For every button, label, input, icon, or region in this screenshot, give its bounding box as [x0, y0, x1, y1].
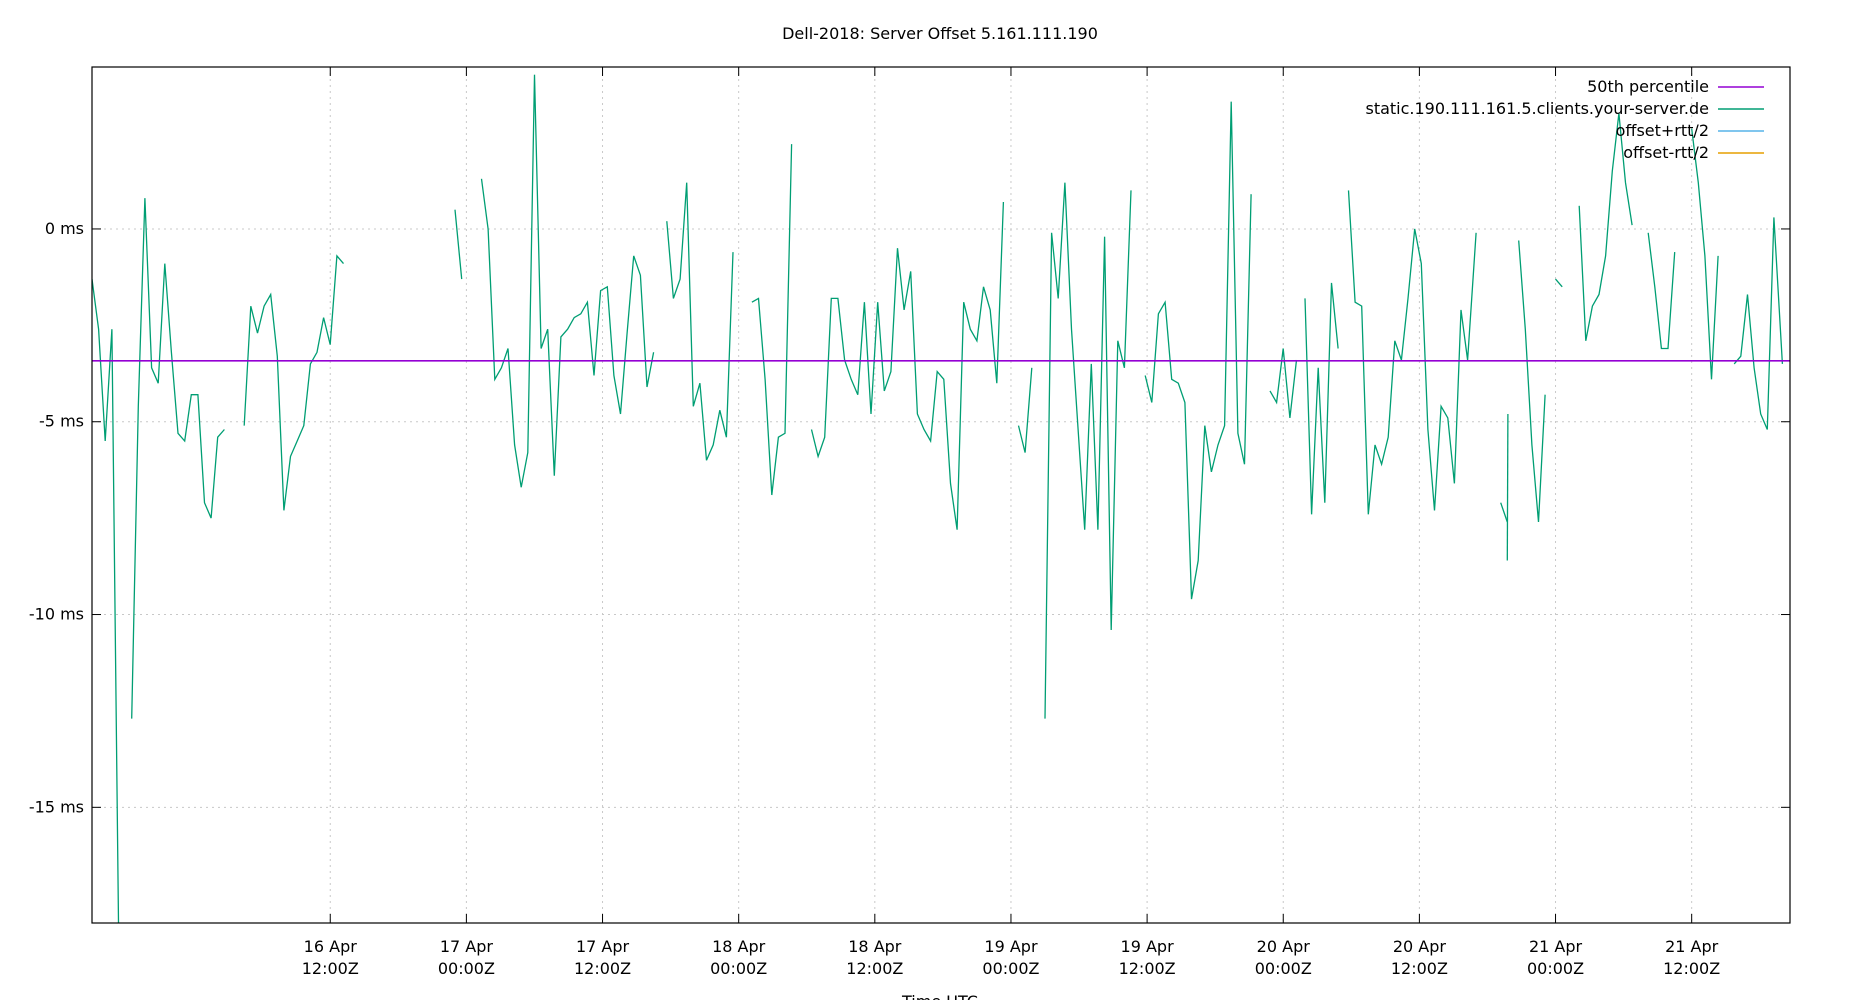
series-line [131, 198, 225, 719]
y-tick-label: -10 ms [29, 605, 84, 624]
legend-label: 50th percentile [1587, 77, 1709, 96]
series-line [92, 279, 120, 923]
x-axis-label: Time UTC [901, 992, 978, 1000]
x-axis: 16 Apr 12:00Z 17 Apr 00:00Z 17 Apr 12:00Z 18 A… [302, 67, 1720, 978]
series-line [243, 254, 344, 511]
series-line [1647, 232, 1676, 350]
plot-frame [91, 66, 1791, 924]
legend-label: offset+rtt/2 [1616, 121, 1709, 140]
series-line [1017, 367, 1033, 453]
x-tick-label-time: 12:00Z [302, 959, 359, 978]
x-tick-label-date: 17 Apr [440, 937, 494, 956]
series-line [1518, 240, 1546, 523]
x-tick-label-time: 12:00Z [1663, 959, 1720, 978]
x-tick-label-date: 20 Apr [1257, 937, 1311, 956]
y-axis: 0 ms -5 ms -10 ms -15 ms [29, 219, 1790, 816]
series-line [1347, 190, 1477, 515]
series-line [1144, 101, 1252, 600]
series-line [1555, 278, 1563, 288]
grid [92, 67, 1790, 923]
x-tick-label-time: 12:00Z [574, 959, 631, 978]
x-tick-label-date: 19 Apr [984, 937, 1038, 956]
x-tick-label-date: 21 Apr [1665, 937, 1719, 956]
x-tick-label-date: 16 Apr [304, 937, 358, 956]
x-tick-label-date: 21 Apr [1529, 937, 1583, 956]
y-tick-label: -15 ms [29, 797, 84, 816]
chart-title: Dell-2018: Server Offset 5.161.111.190 [782, 24, 1098, 43]
series-line [1578, 113, 1633, 341]
x-tick-label-date: 18 Apr [848, 937, 902, 956]
series-line [454, 209, 463, 280]
y-tick-label: -5 ms [39, 412, 84, 431]
x-tick-label-time: 12:00Z [846, 959, 903, 978]
legend: 50th percentile static.190.111.161.5.clie… [1365, 77, 1764, 162]
series-line [1500, 502, 1508, 523]
y-tick-label: 0 ms [45, 219, 84, 238]
series-line [666, 182, 734, 461]
x-tick-label-date: 19 Apr [1121, 937, 1175, 956]
legend-label: static.190.111.161.5.clients.your-server… [1365, 99, 1709, 118]
x-tick-label-date: 18 Apr [712, 937, 766, 956]
series-line [1691, 128, 1719, 380]
x-tick-label-time: 00:00Z [438, 959, 495, 978]
x-tick-label-time: 12:00Z [1391, 959, 1448, 978]
series-line [480, 74, 655, 488]
series-line [1506, 413, 1509, 561]
x-tick-label-time: 00:00Z [982, 959, 1039, 978]
x-tick-label-time: 00:00Z [1527, 959, 1584, 978]
series-line [751, 144, 793, 496]
series-line [1044, 182, 1132, 719]
legend-label: offset-rtt/2 [1623, 143, 1709, 162]
series-line [1304, 282, 1339, 515]
series-line [810, 201, 1005, 530]
x-tick-label-time: 00:00Z [1255, 959, 1312, 978]
x-tick-label-date: 17 Apr [576, 937, 630, 956]
plot-lines [92, 74, 1790, 923]
x-tick-label-date: 20 Apr [1393, 937, 1447, 956]
series-line [1733, 217, 1784, 430]
x-tick-label-time: 00:00Z [710, 959, 767, 978]
x-tick-label-time: 12:00Z [1119, 959, 1176, 978]
series-line [1269, 348, 1298, 418]
